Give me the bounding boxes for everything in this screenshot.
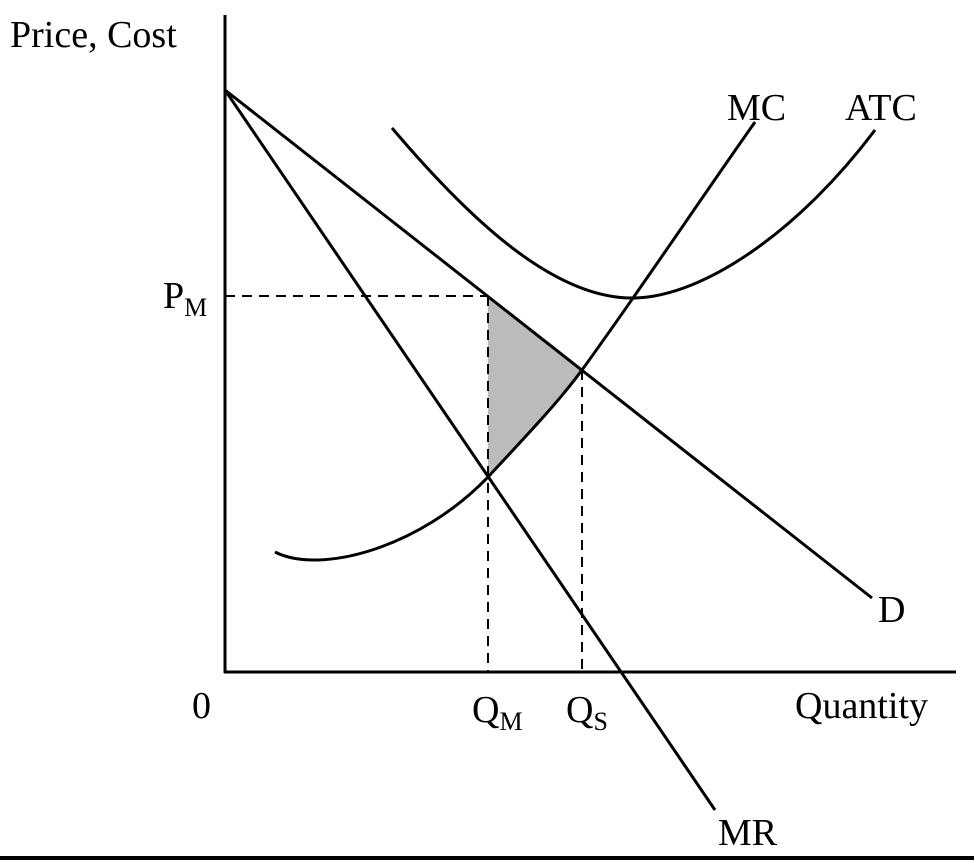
demand-curve — [224, 88, 873, 600]
x-axis-label: Quantity — [795, 685, 928, 727]
price-marker: PM — [163, 275, 207, 322]
qm-base: Q — [472, 689, 499, 731]
atc-curve — [390, 127, 877, 300]
origin-label: 0 — [192, 685, 211, 727]
mr-label: MR — [718, 812, 778, 854]
mc-curve — [274, 121, 757, 562]
mr-curve — [223, 89, 717, 811]
mc-label: MC — [727, 87, 786, 129]
price-base: P — [163, 275, 184, 317]
atc-label: ATC — [845, 87, 917, 129]
y-axis-label: Price, Cost — [10, 14, 177, 56]
qs-marker: QS — [566, 689, 608, 736]
demand-label: D — [878, 589, 905, 631]
qm-marker: QM — [472, 689, 523, 736]
price-sub: M — [184, 293, 207, 322]
qs-sub: S — [593, 707, 607, 736]
deadweight-loss — [488, 296, 582, 477]
qs-base: Q — [566, 689, 593, 731]
qm-sub: M — [499, 707, 522, 736]
